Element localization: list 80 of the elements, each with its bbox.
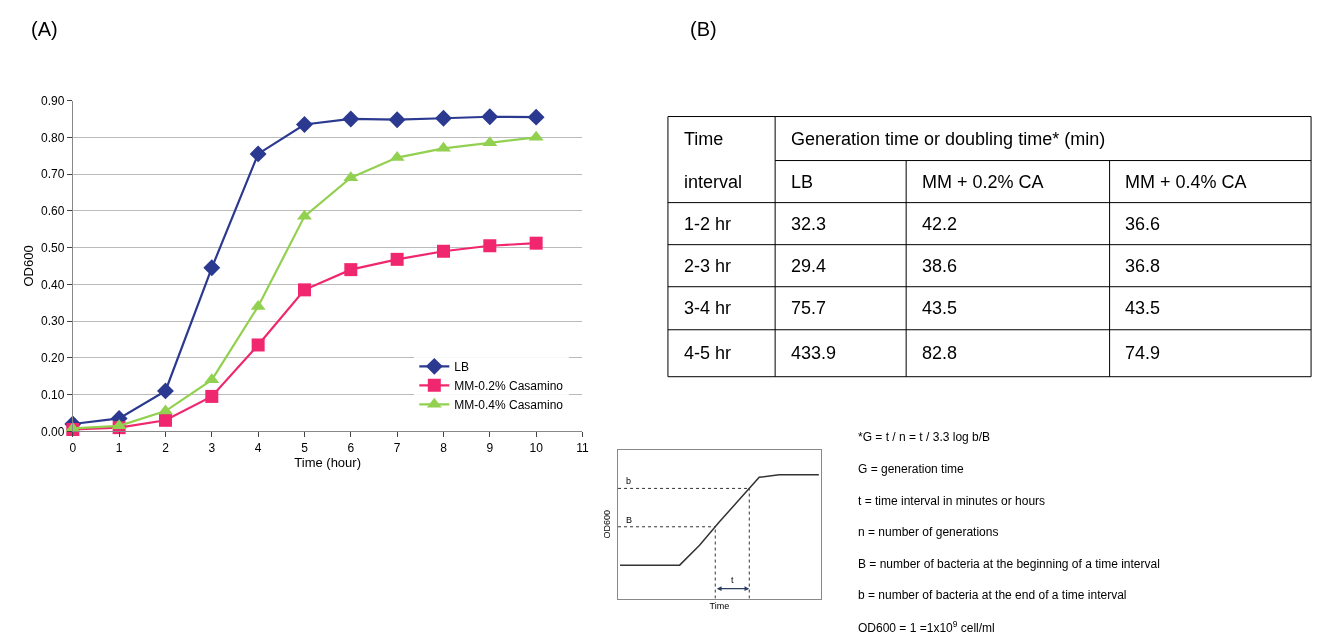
point [344,263,358,277]
y-tick-label: 0.60 [41,204,65,219]
x-axis-title: Time (hour) [294,455,361,471]
x-tick-label: 8 [440,440,448,455]
y-tick-label: 0.90 [41,93,65,108]
point [481,108,499,126]
point [527,108,545,126]
x-tick-label: 7 [393,440,401,455]
point [388,111,406,129]
point [296,116,313,133]
x-tick-label: 10 [529,440,544,455]
y-tick-label: 3-4 hr [684,298,732,318]
y-tick-label: 0.10 [41,387,65,402]
point [529,236,543,250]
y-tick-label: 4-5 hr [684,343,732,363]
chart-title: (B) [690,18,717,40]
point [483,239,497,253]
x-tick-label: MM + 0.2% CA [922,172,1044,192]
y-tick-label: 0.30 [41,314,65,329]
chart-title: (A) [31,18,58,40]
point [342,110,360,128]
data-label: 43.5 [1125,298,1161,318]
text: t = time interval in minutes or hours [858,494,1046,508]
x-tick-label: 9 [486,440,494,455]
annotation: t [731,575,734,585]
y-tick-label: 0.80 [41,130,65,145]
text: G = generation time [858,462,965,476]
point [435,109,452,127]
y-tick-label: 0.20 [41,351,65,366]
x-tick-label: LB [791,172,814,192]
point [205,389,219,403]
data-label: 29.4 [791,256,827,276]
text: OD600 = 1 =1x10$^{9}$ cell/ml [858,619,995,636]
point [158,413,172,427]
legend-label: LB [454,360,469,375]
point [436,244,450,258]
data-label: 32.3 [791,214,827,234]
x-tick-label: 0 [69,440,77,455]
x-tick-label: 2 [162,440,170,455]
x-tick-label: MM + 0.4% CA [1125,172,1247,192]
y-tick-label: 1-2 hr [684,214,732,234]
y-axis-title: OD600 [602,510,613,539]
data-label: 74.9 [1125,343,1161,363]
data-label: 82.8 [922,343,958,363]
text: n = number of generations [858,525,999,539]
x-tick-label: 11 [576,440,590,455]
x-tick-label: 4 [254,440,262,455]
y-tick-label: 0.00 [41,424,65,439]
y-tick-label: 0.70 [41,167,65,182]
point [297,283,311,297]
x-tick-label: 3 [208,440,216,455]
x-tick-label: 5 [301,440,309,455]
ref-line-label: b [626,476,632,486]
text: B = number of bacteria at the beginning of a time interval [858,557,1160,571]
x-tick-label: 1 [115,440,123,455]
y-tick-label: 0.40 [41,277,65,292]
legend-label: MM-0.4% Casamino [454,398,564,413]
x-axis-title: Time [709,601,730,612]
x-tick-label: 6 [347,440,355,455]
data-label: 36.6 [1125,214,1161,234]
point [157,382,174,400]
x-axis-title: Generation time or doubling time* (min) [791,129,1106,149]
data-label: 75.7 [791,298,827,318]
legend-label: MM-0.2% Casamino [454,379,564,394]
y-axis-title: OD600 [20,245,36,287]
point [249,145,267,163]
point [390,252,404,266]
data-label: 43.5 [922,298,958,318]
y-tick-label: 0.50 [41,240,65,255]
text: b = number of bacteria at the end of a time interval [858,588,1127,602]
ref-line-label: B [626,515,633,525]
data-label: 433.9 [791,343,837,363]
text: *G = t / n = t / 3.3 log b/B [858,430,991,444]
data-label: 38.6 [922,256,958,276]
point [251,338,265,352]
text: Time interval [684,129,743,192]
point [203,259,221,277]
data-label: 36.8 [1125,256,1161,276]
data-label: 42.2 [922,214,958,234]
y-tick-label: 2-3 hr [684,256,732,276]
